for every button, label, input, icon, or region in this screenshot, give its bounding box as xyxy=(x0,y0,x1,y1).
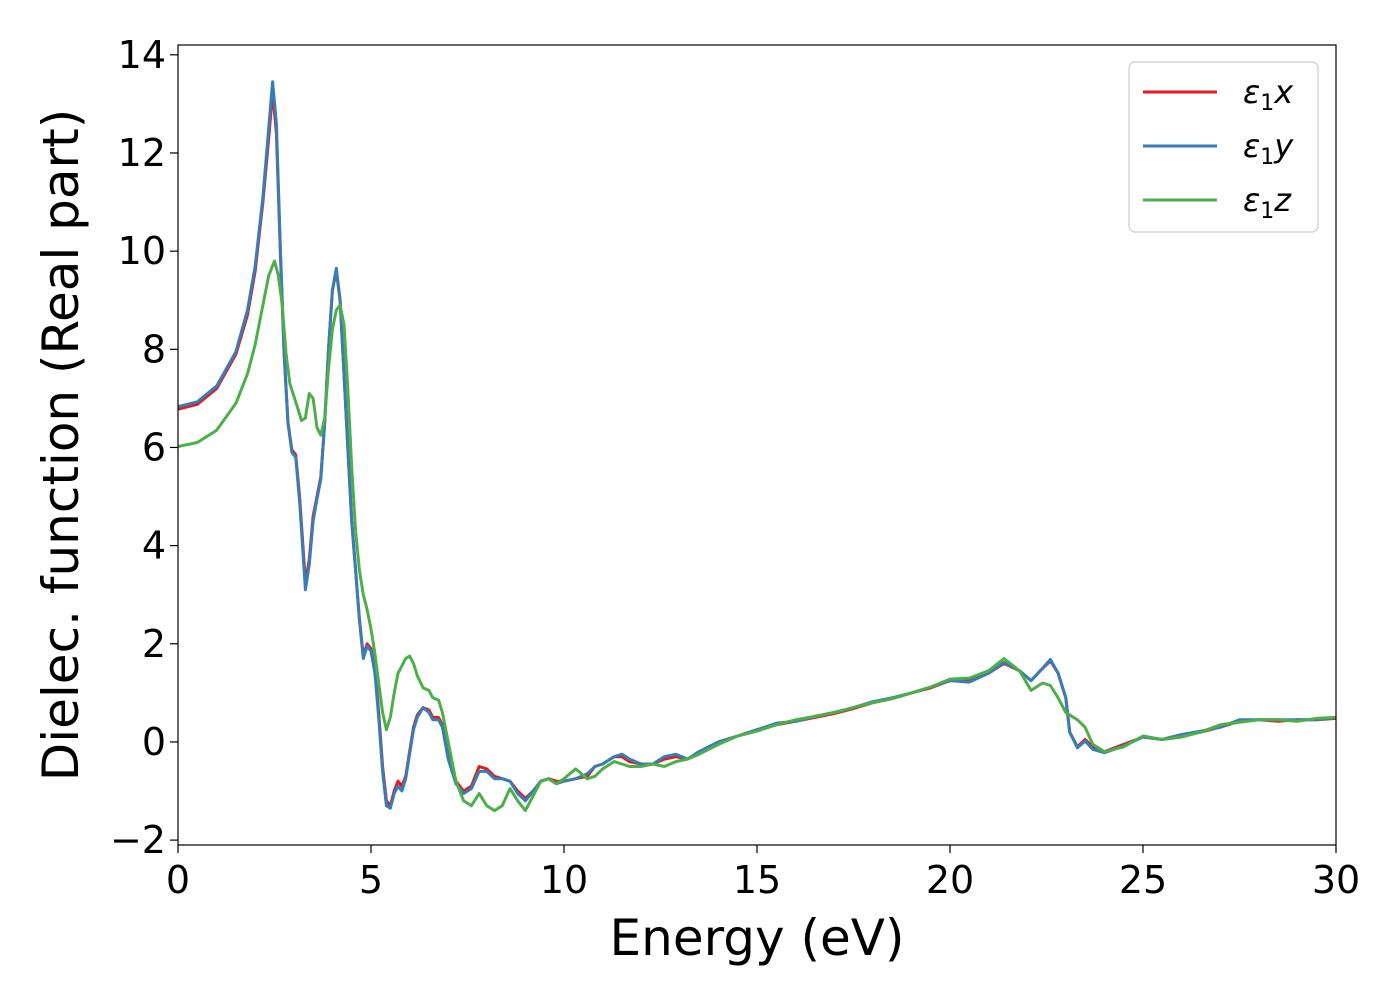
x-tick-label: 20 xyxy=(926,858,974,902)
x-tick-label: 0 xyxy=(166,858,190,902)
y-tick-label: 10 xyxy=(118,229,166,273)
x-axis-ticks: 0 5 10 15 20 25 30 xyxy=(166,845,1360,902)
y-tick-label: 12 xyxy=(118,131,166,175)
x-tick-label: 5 xyxy=(359,858,383,902)
y-axis-ticks: −2 0 2 4 6 8 10 12 14 xyxy=(110,33,178,862)
y-tick-label: 8 xyxy=(142,327,166,371)
y-axis-label: Dielec. function (Real part) xyxy=(32,109,90,781)
y-tick-label: 2 xyxy=(142,622,166,666)
y-tick-label: 6 xyxy=(142,425,166,469)
y-tick-label: −2 xyxy=(110,818,166,862)
x-tick-label: 30 xyxy=(1312,858,1360,902)
y-tick-label: 14 xyxy=(118,33,166,77)
x-tick-label: 10 xyxy=(540,858,588,902)
x-tick-label: 15 xyxy=(733,858,781,902)
x-tick-label: 25 xyxy=(1119,858,1167,902)
x-axis-label: Energy (eV) xyxy=(610,909,905,967)
y-tick-label: 0 xyxy=(142,720,166,764)
y-tick-label: 4 xyxy=(142,524,166,568)
